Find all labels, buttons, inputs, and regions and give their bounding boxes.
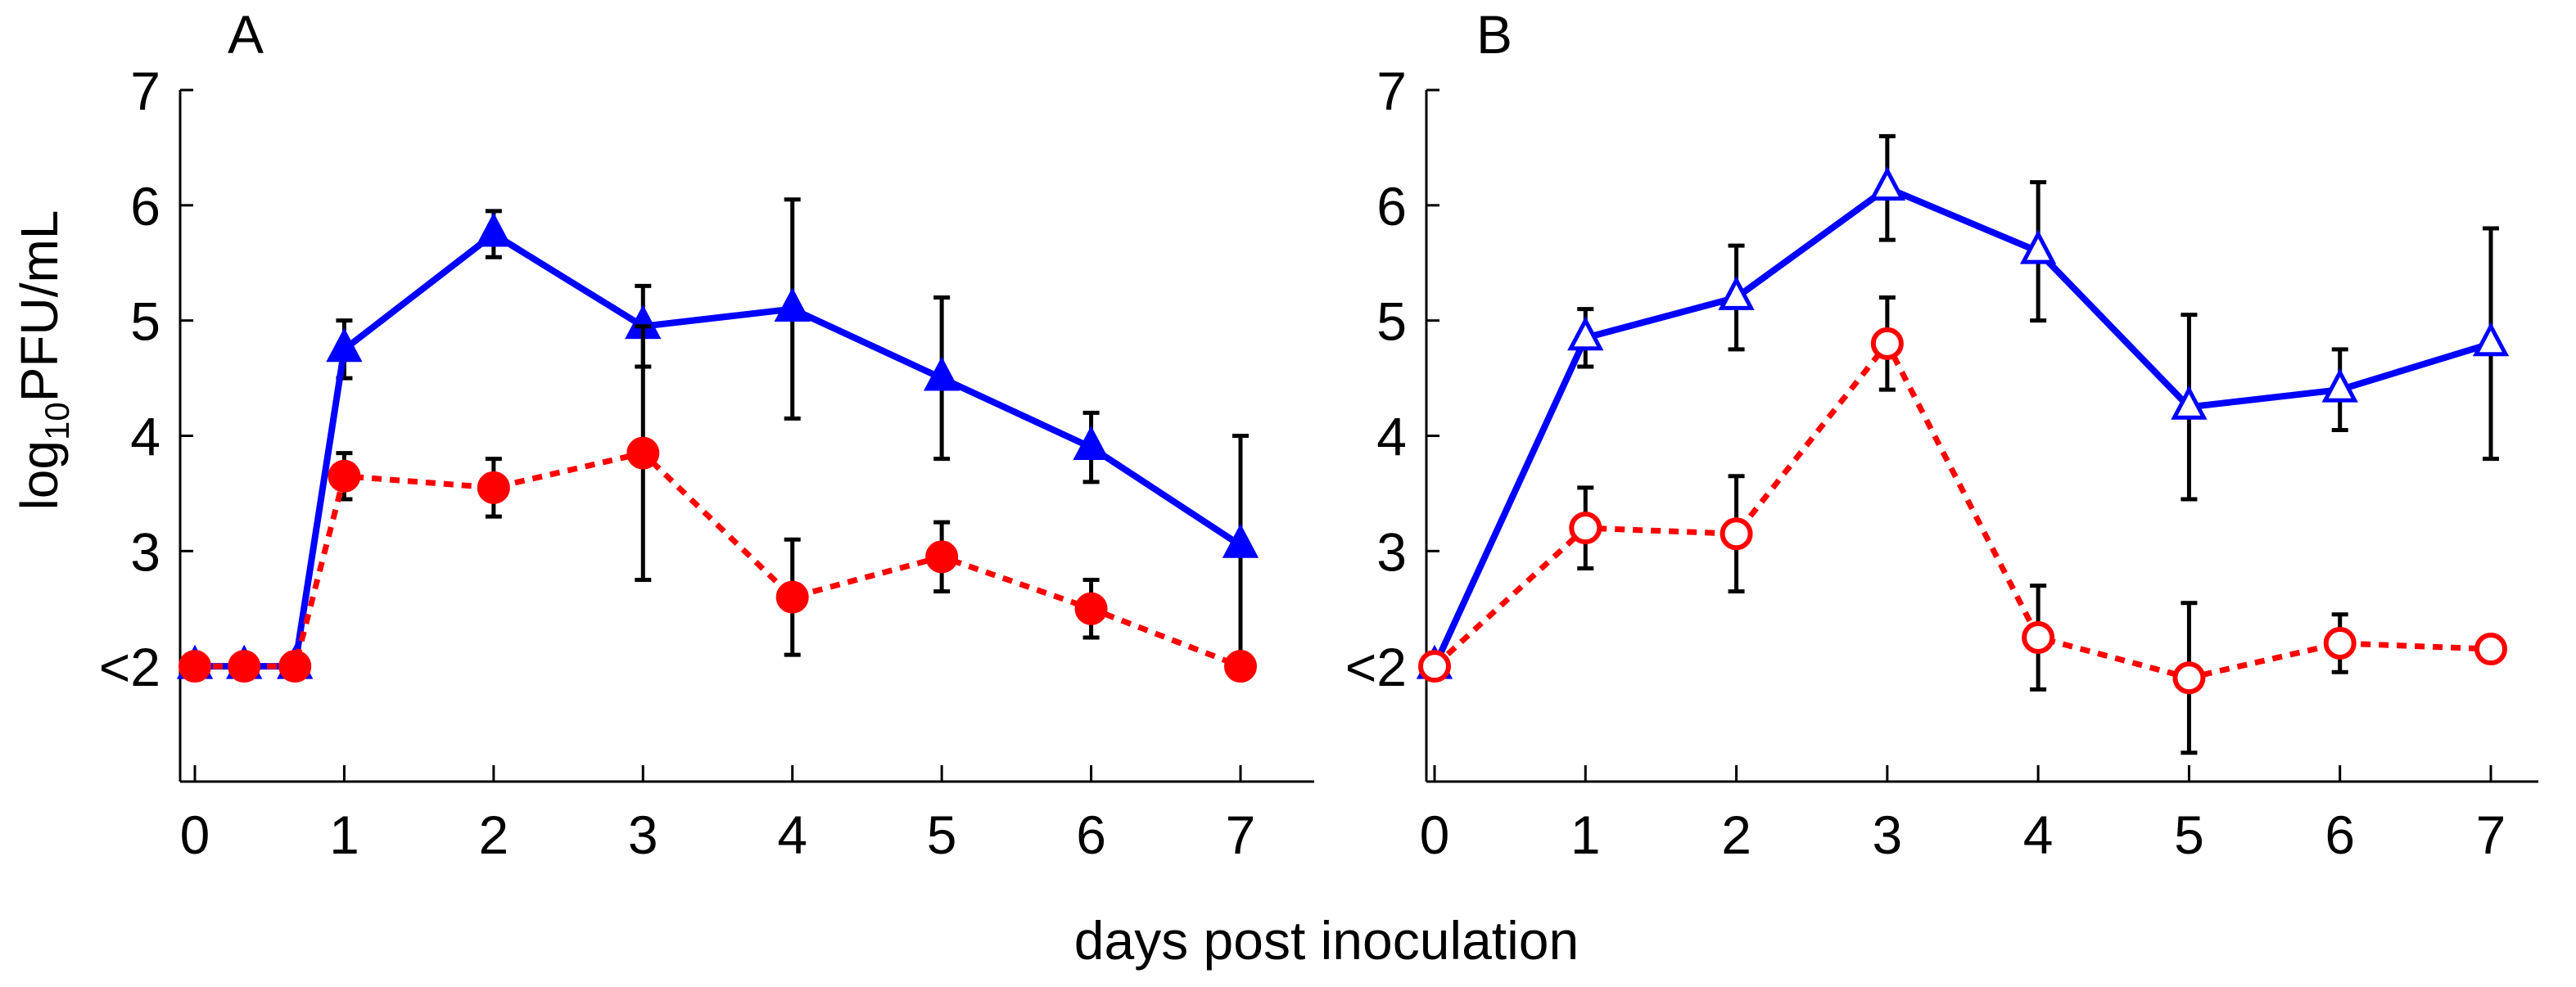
y-tick-label: 3 <box>130 521 160 582</box>
x-tick-label: 2 <box>1721 804 1751 865</box>
y-axis-label: log10PFU/mL <box>10 210 76 511</box>
x-axis-label: days post inoculation <box>1074 910 1579 971</box>
data-point-circle <box>278 650 312 683</box>
panel-label: A <box>228 4 264 65</box>
y-tick-label: 7 <box>1376 61 1407 121</box>
y-tick-label: 5 <box>130 291 160 352</box>
data-point-circle <box>2323 627 2357 660</box>
data-point-circle <box>2172 661 2206 695</box>
x-tick-label: 4 <box>2023 804 2054 865</box>
y-axis-label-subscript: 10 <box>38 402 76 440</box>
data-point-circle <box>1074 592 1108 625</box>
data-point-triangle <box>2171 385 2208 420</box>
data-point-triangle <box>774 287 811 322</box>
data-point-circle <box>328 459 361 493</box>
data-point-circle <box>1720 517 1753 551</box>
series-line <box>1432 340 2492 681</box>
y-tick-label: 6 <box>130 176 160 237</box>
data-point-circle <box>775 580 809 614</box>
data-point-circle <box>2474 633 2507 666</box>
data-point-triangle <box>326 327 363 363</box>
data-point-triangle <box>2321 367 2358 403</box>
data-point-triangle <box>2472 322 2510 357</box>
x-tick-label: 3 <box>1872 804 1902 865</box>
data-point-triangle <box>1222 523 1259 558</box>
x-tick-label: 4 <box>777 804 807 865</box>
data-point-triangle <box>1073 426 1109 461</box>
data-point-triangle <box>2019 229 2057 264</box>
y-tick-label: 7 <box>130 61 160 121</box>
x-tick-label: 7 <box>2476 804 2506 865</box>
x-tick-label: 6 <box>2325 804 2355 865</box>
series-line <box>1431 184 2492 668</box>
x-tick-label: 3 <box>628 804 658 865</box>
data-point-circle <box>477 471 510 504</box>
panel-a: A <2 3 4 5 6 7 0 1 2 3 4 5 6 7 <box>99 4 1314 865</box>
x-tick-label: 6 <box>1076 804 1106 865</box>
x-tick-label: 1 <box>1570 804 1601 865</box>
y-tick-label: 3 <box>1376 521 1407 582</box>
x-tick-label: 7 <box>1226 804 1256 865</box>
data-point-triangle <box>1869 166 1906 201</box>
y-axis-label-rest: PFU/mL <box>10 210 69 403</box>
data-point-circle <box>1870 327 1904 360</box>
x-tick-label: 5 <box>927 804 957 865</box>
y-tick-label: 5 <box>1376 291 1407 352</box>
data-point-circle <box>228 650 261 683</box>
series-circle-1 <box>179 324 1257 683</box>
x-tick-label: 2 <box>478 804 508 865</box>
y-axis-label-log: log <box>10 440 69 510</box>
data-point-circle <box>179 650 211 683</box>
data-point-circle <box>626 436 660 470</box>
panel-label: B <box>1476 4 1512 65</box>
x-tick-label: 1 <box>329 804 359 865</box>
data-point-triangle <box>475 212 513 247</box>
data-point-circle <box>1418 650 1451 683</box>
x-tick-label: 5 <box>2174 804 2204 865</box>
series-line <box>195 450 1242 669</box>
y-tick-label: <2 <box>1345 637 1407 697</box>
data-point-circle <box>925 540 959 574</box>
data-point-circle <box>1569 512 1602 545</box>
series-circle-1 <box>1418 295 2507 755</box>
x-tick-label: 0 <box>180 804 210 865</box>
x-tick-label: 0 <box>1420 804 1450 865</box>
data-point-triangle <box>1567 316 1604 351</box>
y-tick-label: 4 <box>1376 407 1407 467</box>
y-tick-label: 6 <box>1376 176 1407 237</box>
series-triangle-0 <box>1416 133 2510 679</box>
data-point-circle <box>2022 620 2055 654</box>
y-tick-label: 4 <box>130 407 160 467</box>
data-point-circle <box>1224 650 1257 683</box>
data-point-triangle <box>1718 276 1755 310</box>
y-tick-label: <2 <box>99 637 160 697</box>
data-point-triangle <box>923 356 960 391</box>
panel-b: B <2 3 4 5 6 7 0 1 2 3 4 5 6 7 <box>1345 4 2538 865</box>
